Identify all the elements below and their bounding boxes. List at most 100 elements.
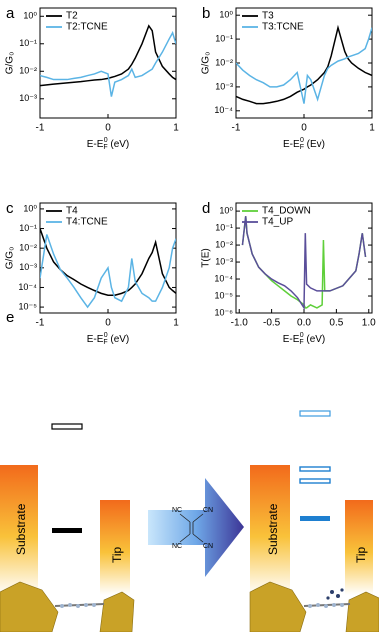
legend-label: T3:TCNE: [262, 22, 304, 33]
y-tick-label: 10⁰: [219, 10, 233, 20]
x-axis-label: E-EF0 (eV): [87, 332, 130, 346]
series-line: [241, 216, 367, 311]
x-axis-label-part: (Ev): [304, 139, 325, 150]
y-tick-label: 10⁻²: [215, 239, 233, 249]
substrate-label: Substrate: [14, 503, 28, 555]
x-axis-label: E-EF0 (eV): [283, 332, 326, 346]
arrow: [148, 478, 244, 577]
y-tick-label: 10⁻²: [215, 57, 233, 67]
tcne-bonds: [179, 513, 204, 543]
legend-label: T4_DOWN: [262, 206, 311, 217]
x-axis-label: E-EF0 (eV): [87, 137, 130, 151]
tip-label: Tip: [110, 546, 124, 563]
level-half: [299, 478, 331, 484]
molecule-atoms: [308, 603, 344, 608]
gold-electrode: [345, 591, 379, 632]
substrate-label: Substrate: [266, 503, 280, 555]
gold-electrode: [99, 591, 135, 632]
series-line: [236, 27, 372, 104]
level-filled: [52, 528, 82, 533]
y-axis-label: G/G₀: [5, 52, 16, 75]
level-half: [299, 466, 331, 472]
tip-bar: [345, 500, 373, 595]
substrate-bar: [250, 465, 290, 595]
x-axis-label-part: F: [300, 144, 304, 151]
x-tick-label: -1.0: [231, 318, 249, 329]
x-axis-label-part: (eV): [108, 139, 130, 150]
tcne-adsorbate: [326, 588, 344, 600]
molecule-label: NC: [172, 507, 182, 514]
x-tick-label: 0: [105, 318, 111, 329]
molecule-label: CN: [203, 507, 213, 514]
x-axis-label-part: 0: [104, 332, 108, 339]
chart: a 10⁰ 10⁻¹ 10⁻² 10⁻³ -1 0 1 G/G₀ E-EF0 (eV) T2T2:T…: [5, 5, 180, 151]
series-line: [40, 234, 176, 309]
level-empty: [299, 410, 331, 417]
y-tick-label: 10⁻³: [19, 93, 37, 103]
x-tick-label: 1: [369, 123, 375, 134]
panel-label: a: [6, 5, 15, 22]
molecule-label: NC: [172, 543, 182, 550]
panel-label: b: [202, 5, 210, 22]
tip-bar: [100, 500, 130, 595]
x-axis-label-part: 0: [300, 137, 304, 144]
substrate-bar: [0, 465, 38, 595]
legend-label: T2:TCNE: [66, 22, 108, 33]
y-tick-label: 10⁰: [23, 203, 37, 213]
y-tick-label: 10⁻³: [19, 262, 37, 272]
y-axis-label: G/G₀: [201, 52, 212, 75]
x-axis-label-part: E-E: [87, 334, 104, 345]
y-tick-label: 10⁻²: [19, 66, 37, 76]
legend-label: T4: [66, 206, 78, 217]
x-axis-label-part: (eV): [304, 334, 326, 345]
x-axis-label-part: 0: [104, 137, 108, 144]
x-axis-label-part: E-E: [283, 334, 300, 345]
y-tick-label: 10⁻⁶: [215, 307, 234, 317]
y-tick-label: 10⁰: [23, 11, 37, 21]
y-tick-label: 10⁻²: [19, 243, 37, 253]
tip-label: Tip: [354, 546, 368, 563]
y-tick-label: 10⁻¹: [215, 33, 233, 43]
y-axis-label: G/G₀: [5, 247, 16, 270]
level-filled: [300, 516, 330, 521]
panel-label: d: [202, 200, 210, 217]
diagram: e Substrate Tip NC CN NC CN Substrate Ti…: [0, 309, 379, 632]
series-line: [40, 24, 176, 87]
x-tick-label: 1: [173, 123, 179, 134]
y-tick-label: 10⁻¹: [19, 223, 37, 233]
level-empty: [51, 423, 83, 430]
legend-label: T4_UP: [262, 217, 293, 228]
x-tick-label: -0.5: [263, 318, 281, 329]
x-axis-label-part: 0: [300, 332, 304, 339]
x-tick-label: 1: [173, 318, 179, 329]
x-tick-label: -1: [232, 123, 241, 134]
y-tick-label: 10⁻¹: [215, 222, 233, 232]
x-axis-label-part: F: [103, 144, 107, 151]
y-tick-label: 10⁻⁵: [19, 301, 38, 311]
legend-label: T4:TCNE: [66, 217, 108, 228]
series-line: [40, 30, 176, 97]
x-tick-label: 0.5: [329, 318, 343, 329]
x-tick-label: 0.0: [297, 318, 311, 329]
x-axis-label-part: F: [103, 339, 107, 346]
x-tick-label: -1: [36, 318, 45, 329]
y-axis-label: T(E): [201, 248, 212, 267]
series-line: [40, 228, 176, 297]
panel-label: c: [6, 200, 14, 217]
x-tick-label: -1: [36, 123, 45, 134]
x-tick-label: 1.0: [362, 318, 376, 329]
y-tick-label: 10⁻⁴: [214, 273, 233, 283]
x-axis-label-part: E-E: [87, 139, 104, 150]
y-tick-label: 10⁻⁴: [214, 105, 233, 115]
y-tick-label: 10⁻⁴: [18, 282, 37, 292]
y-tick-label: 10⁻¹: [19, 38, 37, 48]
x-axis-label-part: (eV): [108, 334, 130, 345]
panel-label: e: [6, 309, 14, 326]
plot-frame: [39, 202, 177, 314]
legend-label: T2: [66, 11, 78, 22]
y-tick-label: 10⁻⁵: [215, 290, 234, 300]
y-tick-label: 10⁻³: [215, 256, 233, 266]
y-tick-label: 10⁻³: [215, 81, 233, 91]
